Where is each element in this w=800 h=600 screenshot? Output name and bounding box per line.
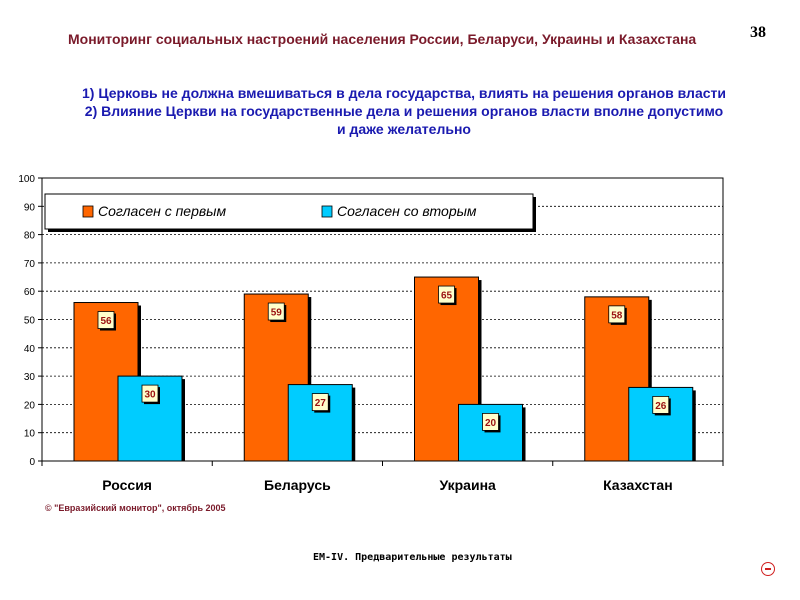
legend — [44, 193, 534, 230]
x-tick-label: Беларусь — [264, 477, 331, 493]
data-label: 26 — [655, 401, 667, 412]
x-tick-label: Россия — [102, 477, 152, 493]
legend-label: Согласен со вторым — [337, 203, 477, 219]
data-label: 27 — [315, 398, 327, 409]
y-tick-label: 90 — [24, 202, 36, 213]
data-label-box — [608, 305, 626, 324]
y-tick-label: 60 — [24, 287, 36, 298]
data-label-box — [652, 396, 670, 414]
data-label: 20 — [485, 418, 497, 429]
slide-title: Мониторинг социальных настроений населен… — [68, 31, 697, 47]
question-line-1: 1) Церковь не должна вмешиваться в дела … — [82, 85, 726, 101]
legend-label: Согласен с первым — [98, 203, 226, 219]
y-tick-label: 20 — [24, 400, 36, 411]
question-line-2: 2) Влияние Церкви на государственные дел… — [84, 103, 724, 137]
legend-swatch — [82, 205, 94, 218]
question-block: 1) Церковь не должна вмешиваться в дела … — [80, 84, 728, 138]
data-label: 59 — [271, 308, 283, 319]
data-label-box — [141, 384, 159, 403]
y-tick-label: 100 — [18, 174, 35, 185]
footer-note: ЕМ-IV. Предварительные результаты — [313, 552, 512, 563]
page-number: 38 — [750, 24, 766, 41]
x-tick-label: Казахстан — [603, 477, 673, 493]
data-label: 58 — [611, 310, 623, 321]
x-tick-label: Украина — [439, 477, 496, 493]
data-label: 65 — [441, 291, 453, 302]
data-label-box — [97, 311, 115, 329]
copyright-note: © "Евразийский монитор", октябрь 2005 — [45, 503, 226, 513]
y-tick-label: 80 — [24, 231, 36, 242]
data-label-box — [267, 302, 285, 321]
data-label-box — [311, 393, 329, 411]
y-tick-label: 10 — [24, 429, 36, 440]
y-tick-label: 50 — [24, 316, 36, 327]
data-label: 30 — [144, 390, 156, 401]
bar — [458, 403, 523, 462]
y-tick-label: 40 — [24, 344, 36, 355]
data-label-box — [482, 412, 499, 431]
minus-circle-icon[interactable] — [761, 562, 775, 576]
y-tick-label: 30 — [24, 372, 36, 383]
data-label: 56 — [100, 316, 112, 327]
legend-swatch — [321, 205, 333, 218]
y-tick-label: 70 — [24, 259, 36, 270]
data-label-box — [438, 285, 455, 304]
y-tick-label: 0 — [29, 457, 35, 468]
